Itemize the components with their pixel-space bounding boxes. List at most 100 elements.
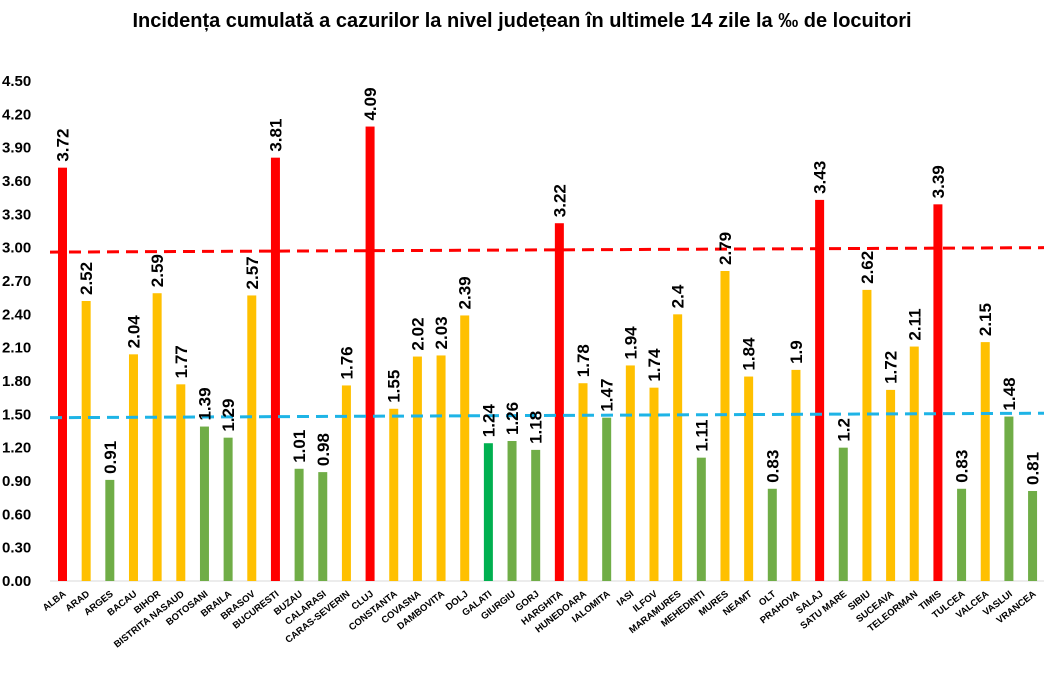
bar-giurgiu [507, 441, 517, 581]
bar-constanta [389, 408, 399, 581]
data-label: 1.55 [385, 370, 404, 403]
data-label: 2.11 [905, 308, 924, 340]
data-label: 3.72 [54, 129, 73, 162]
data-label: 1.26 [503, 402, 522, 435]
chart-title: Incidența cumulată a cazurilor la nivel … [132, 10, 912, 32]
data-label: 1.76 [337, 346, 356, 379]
bar-neamt [744, 376, 754, 581]
data-label: 1.2 [834, 418, 853, 442]
data-label: 1.01 [290, 430, 309, 463]
data-label: 1.11 [692, 420, 711, 452]
bar-dolj [460, 315, 470, 581]
reference-lines [49, 246, 1044, 420]
data-label: 4.09 [361, 87, 380, 120]
y-tick-label: 0.60 [2, 506, 31, 523]
bar-bacau [128, 354, 138, 581]
bar-harghita [554, 223, 564, 581]
bar-hunedoara [578, 383, 588, 581]
data-label: 0.81 [1024, 452, 1043, 485]
bar-gorj [531, 449, 541, 581]
data-label: 2.15 [976, 303, 995, 336]
bar-calarasi [318, 472, 328, 581]
bar-salaj [815, 199, 825, 581]
data-label: 2.52 [77, 262, 96, 295]
data-label: 2.03 [432, 316, 451, 349]
bar-valcea [980, 342, 990, 581]
data-labels: 3.72 2.52 0.91 2.04 2.59 1.771.39 1.29 2.57 3.81… [54, 87, 1043, 485]
bar-satu-mare [838, 447, 848, 581]
data-label: 2.79 [716, 232, 735, 265]
data-label: 3.39 [929, 165, 948, 198]
data-label: 1.29 [219, 399, 238, 432]
y-tick-label: 2.10 [2, 340, 31, 357]
data-label: 2.39 [456, 276, 475, 309]
y-tick-label: 3.00 [2, 240, 31, 257]
data-label: 1.9 [787, 340, 806, 364]
data-label: 1.18 [527, 411, 546, 444]
x-tick-label: ALBA [41, 589, 69, 614]
y-tick-label: 0.90 [2, 473, 31, 490]
bar-covasna [412, 356, 422, 581]
y-tick-label: 3.60 [2, 173, 31, 190]
bar-olt [767, 488, 777, 581]
bar-brasov [247, 295, 257, 581]
reference-line-low [49, 411, 1044, 420]
data-label: 1.77 [172, 345, 191, 378]
data-label: 3.81 [266, 119, 285, 152]
data-label: 1.48 [1000, 377, 1019, 410]
bar-alba [58, 167, 67, 581]
bar-braila [223, 437, 233, 581]
bar-botosani [199, 426, 209, 581]
data-label: 2.04 [124, 315, 143, 349]
y-tick-label: 4.20 [2, 106, 31, 123]
data-label: 1.47 [598, 379, 617, 412]
bars-group [58, 126, 1038, 582]
data-label: 3.22 [550, 184, 569, 217]
bar-sibiu [862, 289, 872, 581]
bar-galati [483, 443, 493, 581]
bar-vaslui [1004, 416, 1014, 581]
bar-ilfov [649, 387, 659, 581]
y-tick-label: 0.30 [2, 540, 31, 557]
bar-caras-severin [341, 385, 351, 581]
bar-timis [933, 204, 943, 582]
bar-teleorman [909, 346, 919, 581]
bar-mehedinti [696, 457, 706, 581]
data-label: 0.83 [953, 450, 972, 483]
data-label: 3.43 [811, 161, 830, 194]
y-tick-label: 1.80 [2, 373, 31, 390]
bar-arad [81, 301, 91, 581]
y-tick-label: 1.20 [2, 440, 31, 457]
bar-bistrita-nasaud [176, 384, 186, 581]
data-label: 0.98 [314, 433, 333, 466]
bar-vrancea [1028, 491, 1038, 581]
data-label: 2.57 [243, 256, 262, 289]
data-label: 2.02 [408, 317, 427, 350]
data-label: 2.62 [858, 251, 877, 284]
y-tick-label: 0.00 [2, 573, 31, 590]
bar-cluj [365, 126, 375, 582]
bar-suceava [886, 389, 896, 581]
bar-iasi [625, 365, 635, 581]
bar-ialomita [602, 417, 612, 581]
y-tick-label: 2.40 [2, 306, 31, 323]
bar-dambovita [436, 355, 446, 581]
bar-tulcea [957, 488, 967, 581]
bar-bucuresti [270, 157, 280, 581]
data-label: 2.59 [148, 254, 167, 287]
data-label: 1.84 [740, 337, 759, 371]
y-tick-label: 3.90 [2, 140, 31, 157]
bar-prahova [791, 369, 801, 581]
bar-bihor [152, 293, 162, 581]
data-label: 2.4 [669, 284, 688, 308]
data-label: 1.39 [195, 387, 214, 420]
bar-mures [720, 271, 730, 581]
data-label: 1.94 [621, 326, 640, 360]
y-tick-label: 4.50 [2, 73, 31, 90]
data-label: 0.83 [763, 450, 782, 483]
data-label: 1.78 [574, 344, 593, 377]
y-tick-label: 2.70 [2, 273, 31, 290]
y-tick-label: 1.50 [2, 406, 31, 423]
